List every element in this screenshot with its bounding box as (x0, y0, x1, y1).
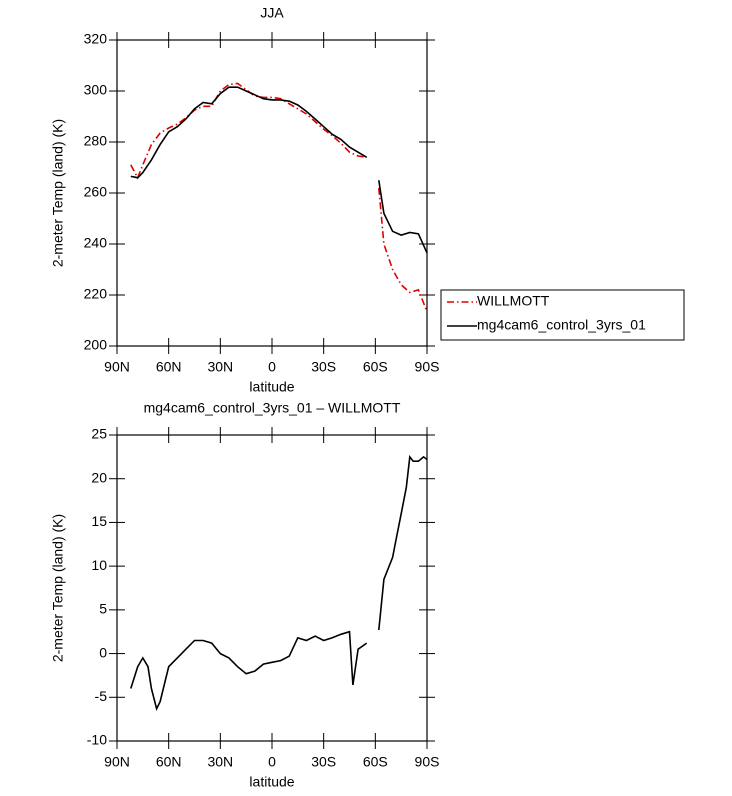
y-tick-label: 5 (99, 601, 107, 617)
y-tick-label: 15 (91, 513, 107, 529)
data-line (130, 454, 428, 711)
x-tick-label: 0 (268, 754, 276, 770)
plot-frame (116, 434, 428, 742)
x-tick-label: 0 (268, 359, 276, 375)
y-tick-label: -5 (95, 688, 108, 704)
x-axis-label: latitude (249, 774, 294, 790)
y-axis-label: 2-meter Temp (land) (K) (50, 514, 66, 662)
y-tick-label: 220 (84, 286, 108, 302)
x-axis-label: latitude (249, 379, 294, 395)
y-tick-label: 200 (84, 337, 108, 353)
y-tick-label: -10 (87, 732, 107, 748)
x-tick-label: 90S (415, 359, 440, 375)
x-tick-label: 60N (156, 359, 182, 375)
legend-label: mg4cam6_control_3yrs_01 (477, 317, 646, 333)
y-tick-label: 320 (84, 31, 108, 47)
x-tick-label: 30S (311, 359, 336, 375)
y-tick-label: 25 (91, 426, 107, 442)
y-tick-label: 0 (99, 644, 107, 660)
y-axis-label: 2-meter Temp (land) (K) (50, 119, 66, 267)
x-tick-label: 90S (415, 754, 440, 770)
x-tick-label: 30N (207, 754, 233, 770)
y-tick-label: 300 (84, 82, 108, 98)
x-tick-label: 90N (104, 754, 130, 770)
x-tick-label: 60S (363, 754, 388, 770)
x-tick-label: 60S (363, 359, 388, 375)
chart-title: JJA (260, 5, 284, 21)
legend-box (440, 289, 685, 341)
data-line (130, 82, 428, 312)
legend-label: WILLMOTT (477, 293, 550, 309)
y-tick-label: 260 (84, 184, 108, 200)
x-tick-label: 30N (207, 359, 233, 375)
y-tick-label: 10 (91, 557, 107, 573)
data-line (130, 86, 428, 254)
y-tick-label: 20 (91, 469, 107, 485)
y-tick-label: 280 (84, 133, 108, 149)
x-tick-label: 30S (311, 754, 336, 770)
x-tick-label: 90N (104, 359, 130, 375)
y-tick-label: 240 (84, 235, 108, 251)
chart-title: mg4cam6_control_3yrs_01 – WILLMOTT (144, 400, 401, 416)
x-tick-label: 60N (156, 754, 182, 770)
